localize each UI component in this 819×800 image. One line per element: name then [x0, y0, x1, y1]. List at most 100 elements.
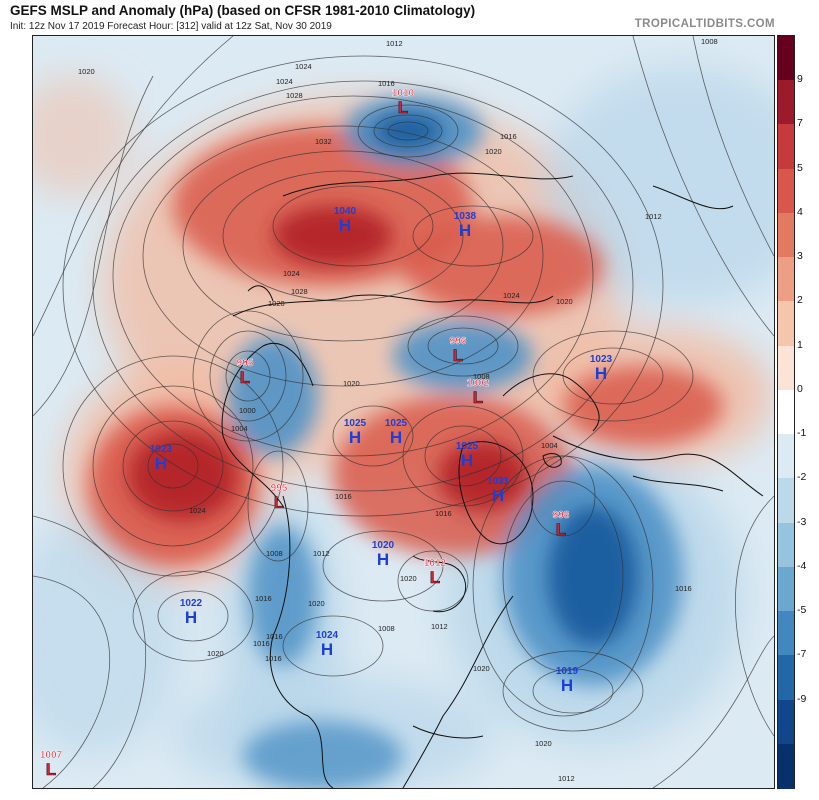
high-letter: H [595, 364, 607, 383]
colorbar-tick-label: 4 [797, 205, 803, 218]
isobar-value-label: 1016 [500, 132, 517, 141]
center-pressure-value: 1020 [372, 540, 395, 551]
isobar-value-label: 1032 [315, 137, 332, 146]
isobar-value-label: 1024 [189, 506, 206, 515]
anomaly-pos-mid [403, 216, 603, 316]
colorbar-tick-label: -9 [797, 692, 807, 705]
isobar-value-label: 1012 [558, 774, 575, 783]
high-letter: H [155, 454, 167, 473]
low-letter: L [453, 346, 463, 365]
high-letter: H [492, 486, 504, 505]
isobar-value-label: 1016 [335, 492, 352, 501]
isobars [33, 36, 774, 788]
colorbar-tick-label: 3 [797, 250, 803, 263]
center-pressure-value: 995 [237, 358, 254, 369]
anomaly-neg-strong [373, 113, 443, 149]
isobar-value-label: 1024 [276, 77, 293, 86]
colorbar-tick-label: -5 [797, 604, 807, 617]
asia-interior-border [282, 172, 574, 197]
isobar-value-label: 1004 [541, 441, 558, 450]
low-letter: L [274, 493, 284, 512]
anomaly-neg-mid [248, 526, 318, 666]
high-letter: H [185, 608, 197, 627]
isobar-value-label: 1008 [473, 372, 490, 381]
greenland-coast [458, 441, 534, 545]
isobar-value-label: 1008 [378, 624, 395, 633]
center-pressure-value: 998 [553, 510, 570, 521]
isobar-value-label: 1020 [556, 297, 573, 306]
isobar-value-label: 1012 [313, 549, 330, 558]
isobar-value-label: 1012 [386, 39, 403, 48]
low-letter: L [240, 368, 250, 387]
colorbar-cell [778, 478, 794, 524]
north-america-coast [269, 495, 334, 788]
anomaly-pos-light [33, 76, 133, 196]
japan-coast [247, 285, 274, 302]
low-letter: L [398, 98, 408, 117]
isobar-value-label: 1020 [78, 67, 95, 76]
center-pressure-value: 1040 [334, 206, 357, 217]
center-pressure-value: 1002 [467, 378, 490, 389]
center-pressure-value: 1025 [385, 418, 408, 429]
colorbar-cell [778, 168, 794, 214]
colorbar-tick-label: 5 [797, 161, 803, 174]
isobar-value-label: 1024 [503, 291, 520, 300]
iceland-coast [542, 453, 562, 468]
forecast-info: Init: 12z Nov 17 2019 Forecast Hour: [31… [10, 21, 332, 32]
isobar-value-label: 1016 [378, 79, 395, 88]
isobar-value-label: 1004 [231, 424, 248, 433]
colorbar-cell [778, 257, 794, 302]
isobar-value-label: 1020 [535, 739, 552, 748]
isobar-value-label: 1012 [645, 212, 662, 221]
colorbar-cell [778, 566, 794, 612]
center-pressure-value: 995 [271, 483, 288, 494]
colorbar-cell [778, 124, 794, 170]
high-letter: H [349, 428, 361, 447]
hudson-bay [412, 555, 467, 613]
colorbar-tick-label: 0 [797, 382, 803, 395]
center-pressure-value: 996 [450, 336, 467, 347]
colorbar-cell [778, 699, 794, 745]
mslp-anomaly-map: 1012 1008 1020 1024 1016 1024 1028 1032 1024 1012… [32, 35, 775, 789]
low-letter: L [556, 520, 566, 539]
isobar-value-label: 1016 [266, 632, 283, 641]
colorbar-cell [778, 434, 794, 479]
coastlines [221, 172, 764, 788]
isobar-value-label: 1016 [265, 654, 282, 663]
anomaly-neg-light [33, 516, 183, 756]
isobar-value-label: 1020 [268, 299, 285, 308]
colorbar-tick-label: -7 [797, 648, 807, 661]
center-pressure-value: 1031 [487, 476, 510, 487]
colorbar-cell [778, 301, 794, 347]
high-letter: H [561, 676, 573, 695]
colorbar-cell [778, 80, 794, 126]
isobar-value-label: 1020 [207, 649, 224, 658]
colorbar-tick-label: 1 [797, 338, 803, 351]
colorbar-tick-label: -1 [797, 427, 807, 440]
siberia-coast [232, 294, 554, 317]
isobar-value-label: 1008 [266, 549, 283, 558]
anomaly-pos-mid [563, 366, 723, 446]
caribbean-coast [412, 725, 484, 739]
isobar-value-label: 1028 [286, 91, 303, 100]
colorbar-cell [778, 655, 794, 701]
low-letter: L [46, 760, 56, 779]
center-pressure-value: 1024 [316, 630, 339, 641]
colorbar-tick-label: -3 [797, 515, 807, 528]
scandinavia-coast [502, 373, 600, 432]
